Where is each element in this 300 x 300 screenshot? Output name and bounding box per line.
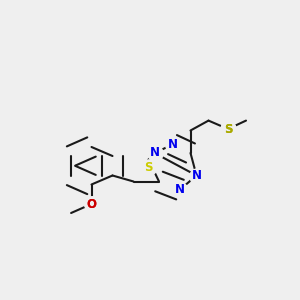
Text: N: N	[167, 138, 178, 151]
Text: N: N	[175, 183, 185, 196]
Text: S: S	[144, 160, 153, 174]
Text: N: N	[191, 169, 202, 182]
Text: S: S	[224, 122, 232, 136]
Text: N: N	[149, 146, 160, 160]
Text: S: S	[224, 122, 232, 136]
Text: O: O	[86, 197, 97, 211]
Text: O: O	[86, 197, 97, 211]
